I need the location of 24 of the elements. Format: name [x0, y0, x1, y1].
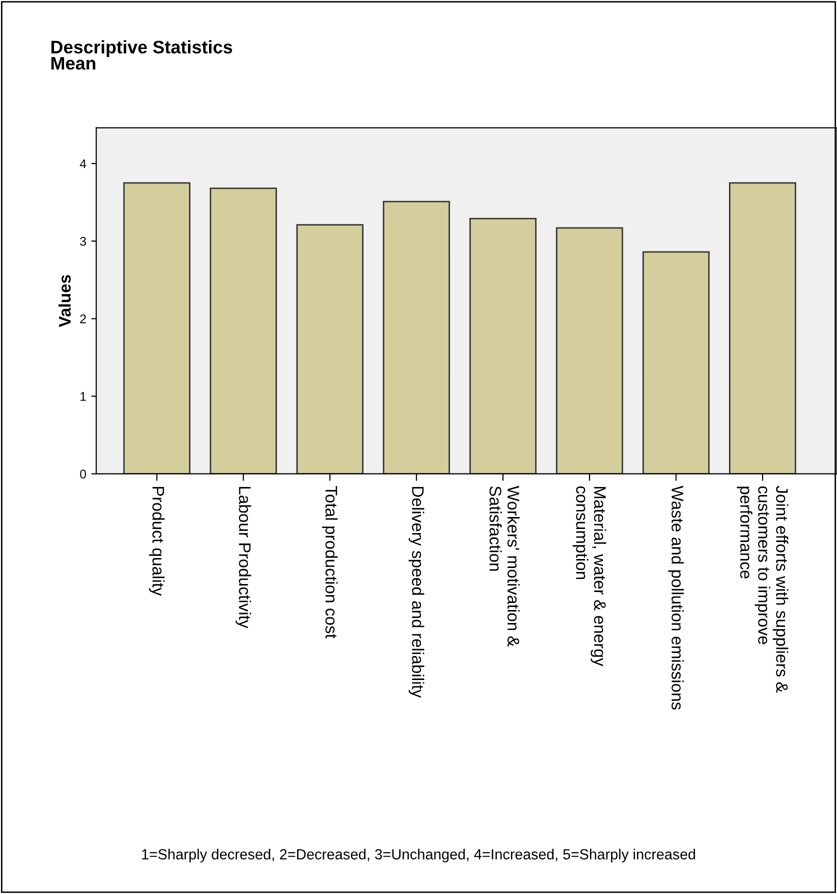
x-tick-label: Material, water & energy consumption	[572, 486, 606, 666]
y-tick-label: 3	[80, 236, 86, 246]
chart-title: Descriptive Statistics Mean	[51, 40, 232, 70]
x-tick-label: Workers' motivation & Satisfaction	[490, 486, 520, 647]
bar	[382, 200, 450, 474]
y-tick-label: 4	[80, 159, 86, 168]
bar	[123, 182, 190, 474]
bar	[469, 218, 537, 474]
y-tick-label: 1	[80, 392, 86, 401]
bar	[210, 188, 277, 474]
x-tick-label: Total production cost	[322, 486, 338, 638]
bar	[556, 227, 624, 474]
x-tick-label: Joint efforts with suppliers & customers to improve performance	[736, 486, 788, 693]
bar	[729, 182, 796, 474]
bar	[296, 224, 364, 474]
y-tick-label: 0	[80, 470, 86, 478]
x-tick-label: Labour Productivity	[236, 486, 252, 628]
x-tick-label: Delivery speed and reliability	[408, 486, 424, 698]
y-tick-label: 2	[80, 314, 86, 324]
bar	[642, 251, 710, 474]
x-tick-label: Product quality	[149, 486, 165, 596]
text: 1=Sharply decresed, 2=Decreased, 3=Unchanged, 4=Increased, 5=Sharply increased	[142, 848, 696, 862]
y-axis-title: Values	[58, 275, 71, 328]
x-tick-label: Waste and pollution emissions	[668, 486, 684, 710]
